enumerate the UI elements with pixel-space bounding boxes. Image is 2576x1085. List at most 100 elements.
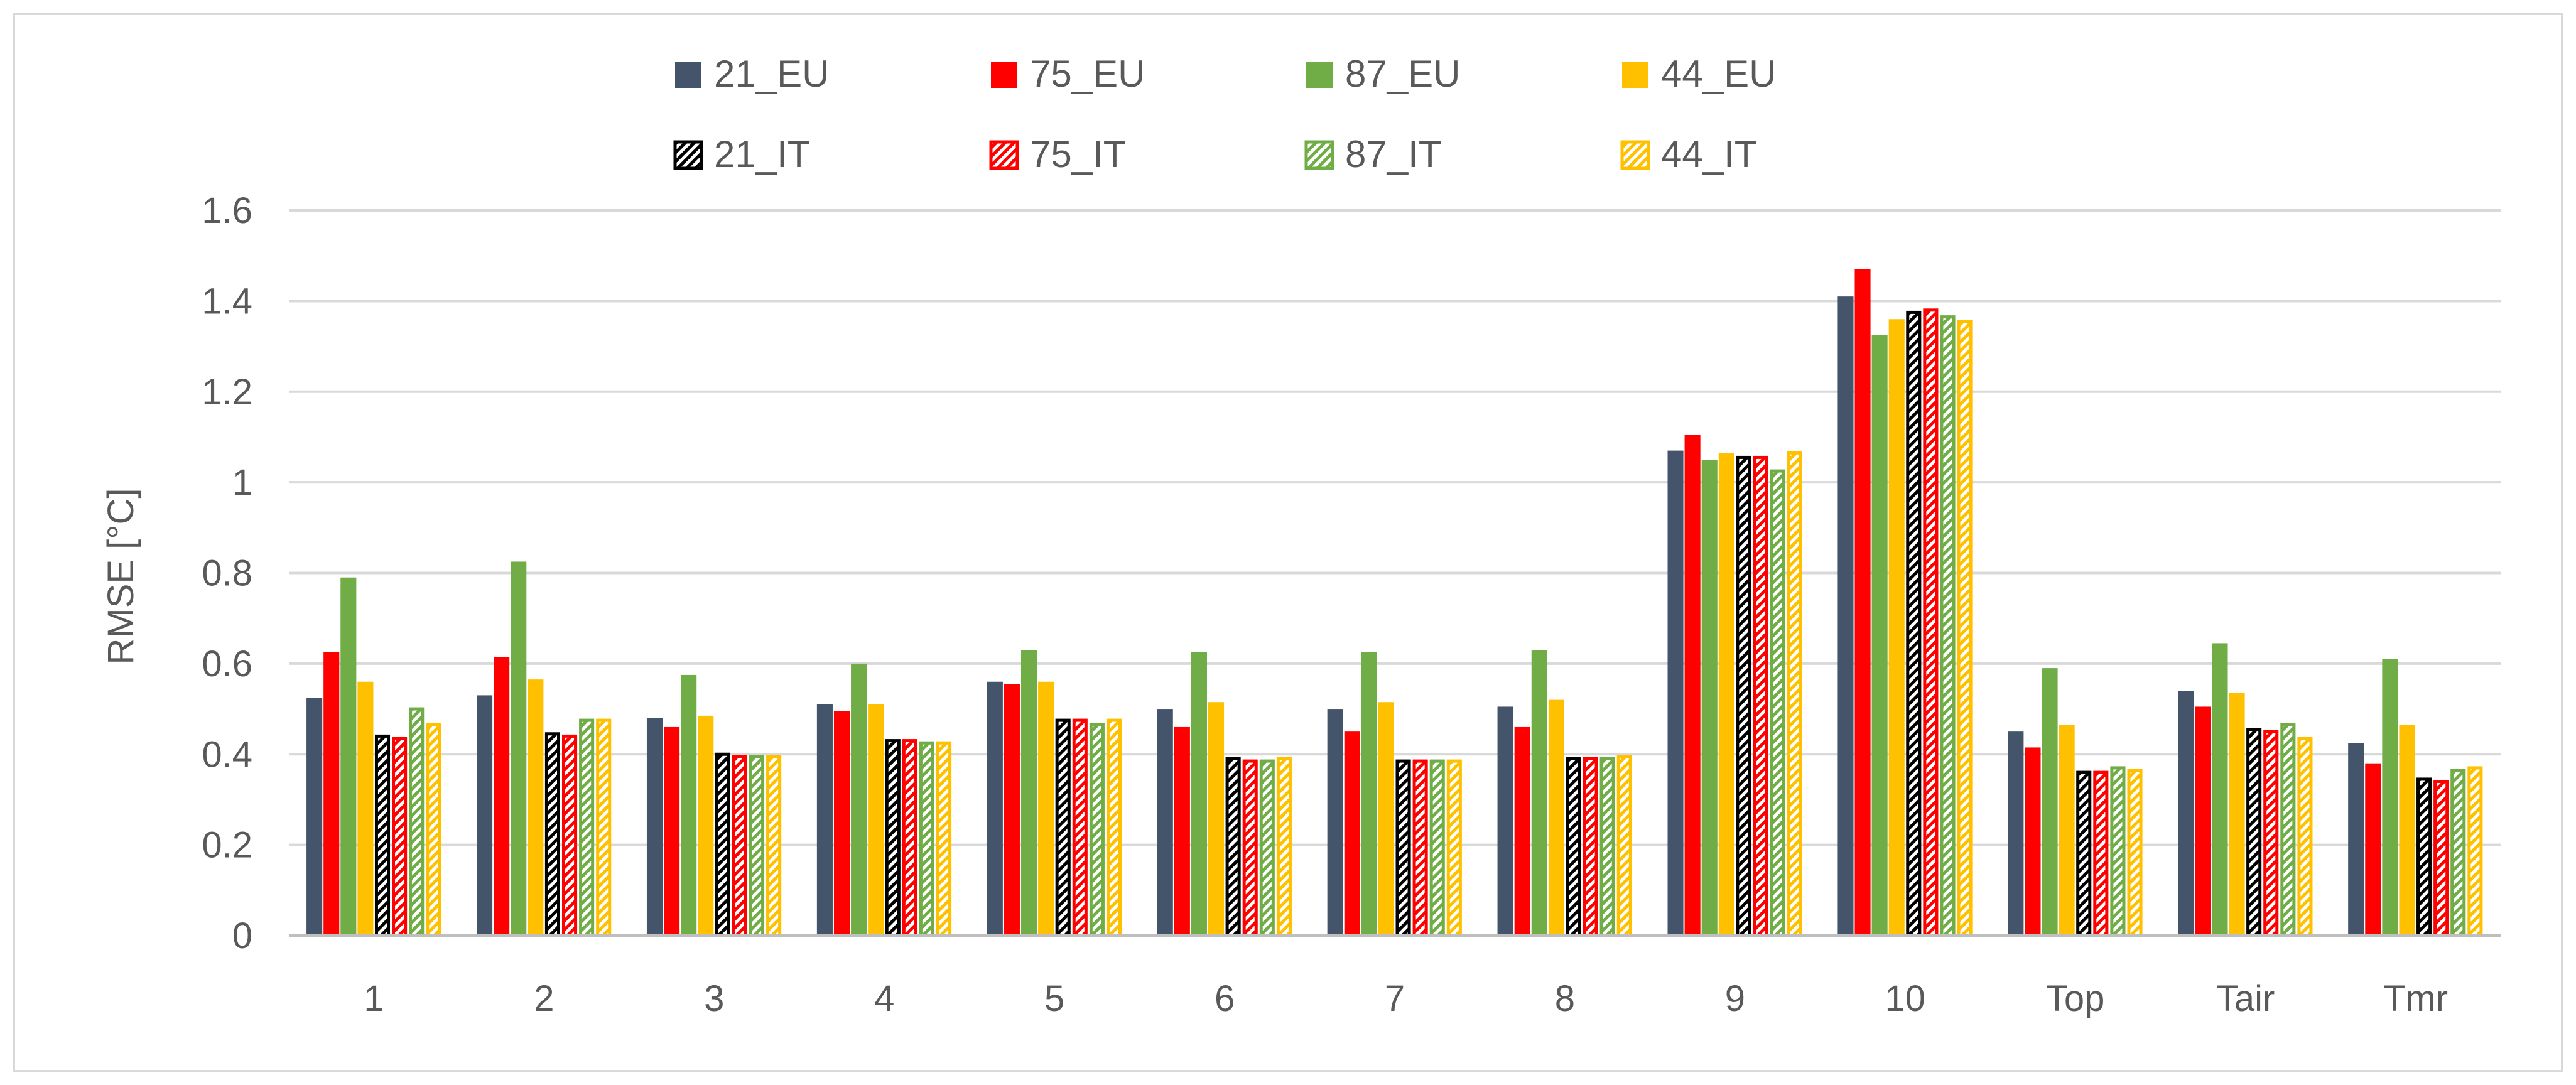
- bar-75_EU-10: [1854, 269, 1871, 936]
- axis-layer: 0 0.2 0.4 0.6 0.8 1 1.2 1.4 1.6 1 2 3 4 5 6 7 8 9 10 Top Tai…: [202, 190, 2501, 1019]
- bar-21_IT-2: [544, 732, 560, 937]
- bar-75_EU-5: [1004, 684, 1020, 936]
- bar-75_IT-4: [902, 739, 917, 937]
- bar-87_IT-6: [1259, 759, 1275, 937]
- bar-21_IT-Top: [2076, 770, 2092, 937]
- x-tick-label: Tair: [2216, 978, 2275, 1019]
- bar-75_IT-1: [392, 737, 408, 937]
- legend-swatch-44_EU: [1622, 62, 1648, 88]
- bar-75_IT-3: [732, 755, 747, 937]
- bar-21_EU-5: [987, 681, 1003, 936]
- bar-21_EU-8: [1497, 706, 1513, 936]
- y-tick-label: 1: [232, 462, 252, 503]
- legend-label-87_IT: 87_IT: [1345, 133, 1441, 175]
- legend-label-87_EU: 87_EU: [1345, 53, 1460, 95]
- bar-44_IT-6: [1276, 757, 1292, 937]
- bar-87_IT-5: [1089, 723, 1105, 937]
- legend-swatch-21_IT: [673, 140, 703, 170]
- bar-44_IT-4: [936, 741, 952, 937]
- legend-label-75_IT: 75_IT: [1030, 133, 1126, 175]
- bar-44_IT-5: [1106, 718, 1122, 937]
- bar-87_EU-Tmr: [2382, 659, 2398, 936]
- bar-75_EU-Tmr: [2365, 763, 2381, 936]
- y-tick-label: 0: [232, 915, 252, 956]
- bar-21_IT-Tair: [2246, 728, 2262, 937]
- bar-44_EU-2: [528, 679, 544, 936]
- bar-44_IT-1: [426, 723, 441, 937]
- bar-75_IT-Tair: [2263, 730, 2279, 937]
- bar-44_EU-Top: [2059, 725, 2075, 936]
- bar-21_IT-9: [1736, 455, 1751, 937]
- bar-87_IT-9: [1770, 469, 1785, 937]
- bar-44_IT-Tmr: [2467, 766, 2483, 937]
- bar-87_IT-4: [919, 741, 935, 937]
- x-tick-label: 2: [534, 978, 554, 1019]
- x-tick-label: 9: [1725, 978, 1745, 1019]
- bar-87_EU-Tair: [2212, 643, 2228, 936]
- bar-75_IT-10: [1923, 308, 1939, 937]
- x-tick-label: 8: [1555, 978, 1575, 1019]
- legend-swatch-44_IT: [1620, 140, 1650, 170]
- bar-44_IT-7: [1446, 759, 1462, 937]
- bar-87_IT-1: [409, 707, 425, 937]
- legend-label-44_EU: 44_EU: [1661, 53, 1776, 95]
- bar-87_EU-1: [340, 577, 357, 936]
- bar-75_IT-9: [1753, 455, 1768, 937]
- bar-21_EU-2: [477, 695, 493, 936]
- bar-87_EU-9: [1701, 460, 1718, 936]
- bar-21_EU-Tmr: [2348, 743, 2364, 936]
- bar-21_IT-10: [1906, 310, 1922, 937]
- bar-75_IT-6: [1242, 759, 1258, 937]
- bar-75_EU-3: [664, 726, 680, 936]
- bar-87_IT-Tair: [2280, 723, 2296, 937]
- y-tick-label: 0.2: [202, 825, 252, 866]
- bar-44_EU-9: [1718, 453, 1734, 936]
- bar-21_EU-10: [1837, 296, 1854, 936]
- bar-87_EU-7: [1361, 652, 1377, 936]
- bar-21_IT-3: [715, 752, 730, 937]
- bar-87_IT-Top: [2110, 766, 2126, 937]
- bar-44_IT-9: [1787, 451, 1802, 937]
- bar-21_EU-7: [1327, 709, 1343, 936]
- legend: 21_EU 75_EU 87_EU 44_EU 21_IT 75_IT 87_IT 44_IT: [673, 53, 1776, 175]
- bar-87_EU-8: [1531, 650, 1547, 936]
- bar-87_EU-3: [681, 674, 697, 936]
- bar-44_EU-Tmr: [2399, 725, 2415, 936]
- bar-87_IT-7: [1429, 759, 1445, 937]
- bar-75_EU-4: [833, 711, 850, 936]
- bar-21_EU-1: [306, 698, 323, 936]
- bar-21_EU-4: [816, 704, 833, 936]
- bar-21_IT-7: [1395, 759, 1411, 937]
- bar-75_IT-Top: [2093, 770, 2109, 937]
- legend-label-21_IT: 21_IT: [714, 133, 810, 175]
- bar-75_IT-7: [1412, 759, 1428, 937]
- y-tick-label: 1.4: [202, 281, 252, 321]
- bar-21_IT-6: [1225, 757, 1241, 937]
- bar-87_IT-10: [1940, 315, 1956, 937]
- bar-75_IT-2: [561, 734, 578, 937]
- y-tick-label: 0.8: [202, 553, 252, 594]
- bar-87_IT-Tmr: [2450, 769, 2466, 937]
- bar-21_IT-5: [1055, 718, 1071, 937]
- bar-44_EU-8: [1548, 699, 1564, 936]
- bar-87_EU-Top: [2042, 668, 2058, 936]
- x-tick-label: 7: [1385, 978, 1405, 1019]
- legend-label-21_EU: 21_EU: [714, 53, 829, 95]
- bar-21_EU-Tair: [2178, 691, 2194, 936]
- y-tick-label: 1.2: [202, 372, 252, 413]
- bar-44_EU-Tair: [2229, 693, 2245, 936]
- legend-swatch-87_IT: [1304, 140, 1334, 170]
- bar-44_EU-10: [1888, 319, 1905, 936]
- bar-44_EU-1: [357, 681, 374, 936]
- bar-21_EU-9: [1667, 450, 1684, 936]
- bar-44_IT-2: [596, 718, 612, 937]
- y-axis-title: RMSE [°C]: [100, 489, 141, 665]
- x-tick-label: 5: [1044, 978, 1064, 1019]
- bar-44_EU-4: [868, 704, 884, 936]
- legend-label-75_EU: 75_EU: [1030, 53, 1145, 95]
- bar-44_EU-6: [1208, 702, 1225, 936]
- x-tick-label: 10: [1885, 978, 1926, 1019]
- bar-87_EU-6: [1191, 652, 1207, 936]
- x-tick-label: Top: [2046, 978, 2105, 1019]
